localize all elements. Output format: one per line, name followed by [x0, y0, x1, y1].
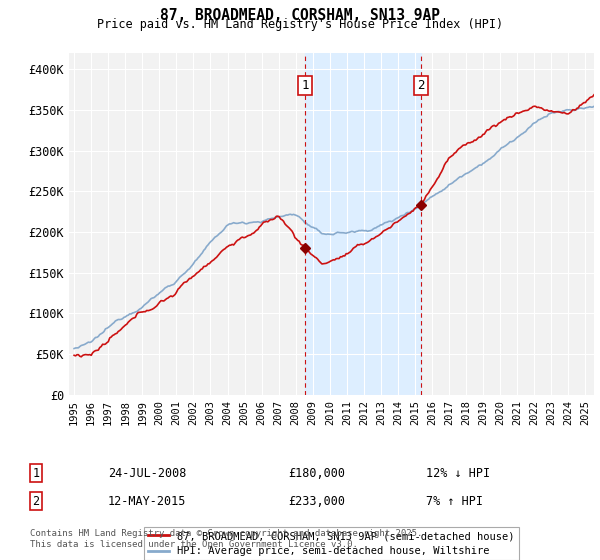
Text: Contains HM Land Registry data © Crown copyright and database right 2025.
This d: Contains HM Land Registry data © Crown c…	[30, 529, 422, 549]
Text: 2: 2	[32, 494, 40, 508]
Legend: 87, BROADMEAD, CORSHAM, SN13 9AP (semi-detached house), HPI: Average price, semi: 87, BROADMEAD, CORSHAM, SN13 9AP (semi-d…	[144, 527, 519, 560]
Text: 24-JUL-2008: 24-JUL-2008	[108, 466, 187, 480]
Text: 7% ↑ HPI: 7% ↑ HPI	[426, 494, 483, 508]
Text: Price paid vs. HM Land Registry's House Price Index (HPI): Price paid vs. HM Land Registry's House …	[97, 18, 503, 31]
Text: 87, BROADMEAD, CORSHAM, SN13 9AP: 87, BROADMEAD, CORSHAM, SN13 9AP	[160, 8, 440, 24]
Text: 12-MAY-2015: 12-MAY-2015	[108, 494, 187, 508]
Text: 12% ↓ HPI: 12% ↓ HPI	[426, 466, 490, 480]
Text: 1: 1	[301, 79, 309, 92]
Text: 2: 2	[418, 79, 425, 92]
Bar	[305, 53, 421, 395]
Text: £180,000: £180,000	[288, 466, 345, 480]
Text: £233,000: £233,000	[288, 494, 345, 508]
Text: 1: 1	[32, 466, 40, 480]
